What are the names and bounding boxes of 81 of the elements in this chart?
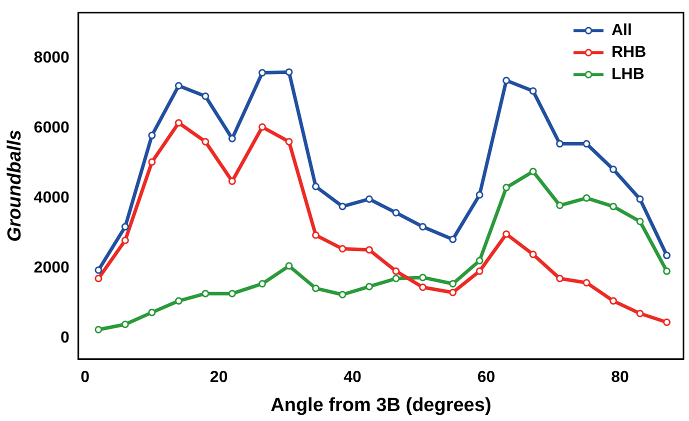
point: [610, 166, 618, 174]
point: [610, 297, 618, 305]
point: [338, 245, 346, 253]
point: [529, 87, 537, 95]
point: [392, 274, 400, 282]
point: [202, 290, 210, 298]
point: [556, 274, 564, 282]
point: [556, 202, 564, 210]
y-tick-label: 4000: [34, 189, 70, 206]
point: [392, 208, 400, 216]
point: [285, 262, 293, 270]
y-tick-label: 6000: [34, 119, 70, 136]
point: [202, 138, 210, 146]
point: [449, 236, 457, 244]
point: [502, 184, 510, 192]
point: [636, 218, 644, 226]
point: [338, 202, 346, 210]
point: [392, 267, 400, 275]
point: [582, 278, 590, 286]
point: [636, 310, 644, 318]
point: [94, 266, 102, 274]
point: [449, 288, 457, 296]
point: [582, 140, 590, 148]
x-tick-label: 0: [80, 369, 90, 386]
point: [365, 246, 373, 254]
point: [610, 202, 618, 210]
point: [418, 222, 426, 230]
point: [228, 134, 236, 142]
point: [556, 140, 564, 148]
x-tick-label: 80: [611, 369, 629, 386]
point: [202, 92, 210, 100]
point: [121, 320, 129, 328]
point: [338, 290, 346, 298]
point: [174, 119, 182, 127]
legend-label: RHB: [612, 44, 646, 62]
point: [228, 290, 236, 298]
point: [121, 236, 129, 244]
point: [148, 132, 156, 140]
point: [94, 326, 102, 334]
point: [258, 69, 266, 77]
legend-label: LHB: [612, 66, 644, 84]
point: [312, 284, 320, 292]
point: [636, 195, 644, 203]
point: [312, 231, 320, 239]
point: [94, 274, 102, 282]
y-tick-label: 0: [60, 329, 70, 346]
legend-label: All: [612, 22, 632, 40]
point: [258, 280, 266, 288]
point: [285, 68, 293, 76]
point: [285, 138, 293, 146]
point: [258, 123, 266, 131]
point: [582, 194, 590, 202]
y-tick-label: 2000: [34, 259, 70, 276]
point: [148, 308, 156, 316]
point: [365, 282, 373, 290]
y-tick-label: 8000: [34, 49, 70, 66]
x-axis-title: Angle from 3B (degrees): [270, 394, 492, 416]
x-tick-label: 60: [477, 369, 496, 386]
point: [529, 168, 537, 176]
x-tick-label: 20: [210, 369, 228, 386]
point: [476, 191, 484, 199]
point: [476, 267, 484, 275]
point: [449, 280, 457, 288]
point: [174, 82, 182, 90]
point: [663, 267, 671, 275]
x-tick-label: 40: [344, 369, 362, 386]
point: [228, 178, 236, 185]
point: [174, 297, 182, 305]
point: [148, 158, 156, 166]
point: [502, 230, 510, 238]
point: [529, 250, 537, 258]
point: [476, 256, 484, 264]
point: [502, 76, 510, 84]
point: [312, 182, 320, 190]
point: [365, 195, 373, 203]
point: [418, 284, 426, 292]
point: [663, 252, 671, 260]
point: [121, 222, 129, 230]
point: [663, 318, 671, 326]
point: [418, 274, 426, 282]
y-axis-title: Groundballs: [4, 130, 26, 242]
